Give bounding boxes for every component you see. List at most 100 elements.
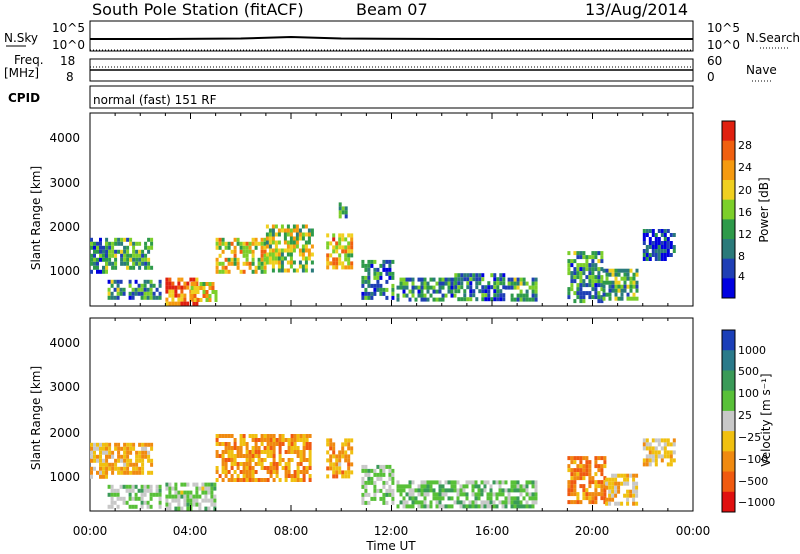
echo-cell: [286, 244, 290, 249]
echo-cell: [152, 283, 156, 288]
echo-cell: [463, 277, 467, 282]
echo-cell: [423, 496, 427, 501]
echo-cell: [350, 470, 354, 475]
echo-cell: [126, 458, 130, 463]
echo-cell: [648, 237, 652, 241]
echo-cell: [335, 265, 339, 270]
echo-cell: [114, 458, 118, 463]
echo-cell: [438, 285, 442, 290]
echo-cell: [588, 500, 592, 505]
echo-cell: [475, 277, 479, 282]
echo-cell: [113, 500, 117, 505]
echo-cell: [585, 291, 589, 296]
echo-cell: [177, 494, 181, 499]
echo-cell: [496, 289, 500, 294]
echo-cell: [96, 446, 99, 451]
echo-cell: [165, 289, 169, 294]
echo-cell: [364, 464, 368, 469]
echo-cell: [594, 255, 598, 260]
echo-cell: [123, 454, 127, 459]
echo-cell: [614, 477, 618, 482]
echo-cell: [114, 446, 118, 451]
echo-cell: [227, 245, 231, 250]
echo-cell: [102, 458, 105, 463]
echo-cell: [338, 450, 342, 455]
echo-cell: [376, 267, 380, 272]
echo-cell: [117, 241, 121, 246]
echo-cell: [221, 261, 225, 266]
echo-cell: [239, 241, 243, 246]
echo-cell: [475, 285, 479, 290]
echo-cell: [275, 438, 279, 442]
echo-cell: [417, 293, 421, 298]
echo-cell: [99, 257, 102, 262]
echo-cell: [660, 233, 664, 237]
echo-cell: [570, 484, 574, 489]
echo-cell: [600, 488, 604, 493]
echo-cell: [477, 496, 481, 501]
echo-cell: [138, 442, 142, 447]
echo-cell: [110, 291, 114, 296]
echo-cell: [129, 237, 133, 242]
echo-cell: [420, 297, 424, 302]
echo-cell: [405, 500, 409, 505]
echo-cell: [617, 272, 621, 277]
echo-cell: [123, 470, 127, 475]
echo-cell: [426, 480, 430, 485]
echo-cell: [629, 296, 633, 301]
echo-cell: [186, 506, 190, 511]
echo-cell: [447, 488, 451, 493]
echo-cell: [150, 265, 154, 270]
echo-cell: [567, 500, 571, 505]
echo-cell: [298, 248, 302, 253]
echo-cell: [304, 256, 308, 261]
echo-cell: [251, 241, 255, 246]
echo-cell: [105, 253, 109, 258]
echo-cell: [385, 267, 389, 272]
echo-cell: [579, 472, 583, 477]
echo-cell: [513, 504, 517, 509]
echo-cell: [570, 271, 574, 276]
echo-cell: [117, 237, 121, 242]
echo-cell: [669, 450, 673, 455]
echo-cell: [454, 281, 458, 286]
echo-cell: [626, 497, 630, 502]
echo-cell: [623, 473, 627, 478]
echo-cell: [224, 442, 228, 446]
echo-cell: [603, 464, 607, 469]
echo-cell: [660, 229, 664, 233]
power-ytick-1000: 1000: [49, 264, 80, 278]
echo-cell: [602, 296, 606, 301]
echo-cell: [119, 291, 123, 296]
echo-cell: [260, 265, 264, 270]
echo-cell: [90, 466, 93, 471]
echo-cell: [516, 285, 520, 290]
echo-cell: [105, 249, 109, 254]
echo-cell: [265, 240, 269, 245]
echo-cell: [423, 484, 427, 489]
echo-cell: [379, 291, 383, 296]
echo-cell: [654, 237, 658, 241]
echo-cell: [531, 285, 535, 290]
echo-cell: [123, 446, 127, 451]
echo-cell: [254, 446, 258, 450]
echo-cell: [450, 504, 454, 509]
echo-cell: [350, 462, 354, 467]
echo-cell: [579, 287, 583, 292]
echo-cell: [233, 442, 237, 446]
echo-cell: [370, 295, 374, 300]
echo-cell: [307, 252, 311, 257]
echo-cell: [516, 281, 520, 286]
echo-cell: [326, 450, 330, 455]
echo-cell: [201, 482, 205, 487]
echo-cell: [150, 470, 154, 475]
echo-cell: [579, 295, 583, 300]
echo-cell: [600, 275, 604, 280]
echo-cell: [168, 486, 172, 491]
echo-cell: [310, 228, 314, 233]
echo-cell: [277, 228, 281, 233]
echo-cell: [632, 292, 636, 297]
echo-cell: [93, 466, 96, 471]
echo-cell: [280, 268, 284, 273]
echo-cell: [666, 241, 670, 245]
